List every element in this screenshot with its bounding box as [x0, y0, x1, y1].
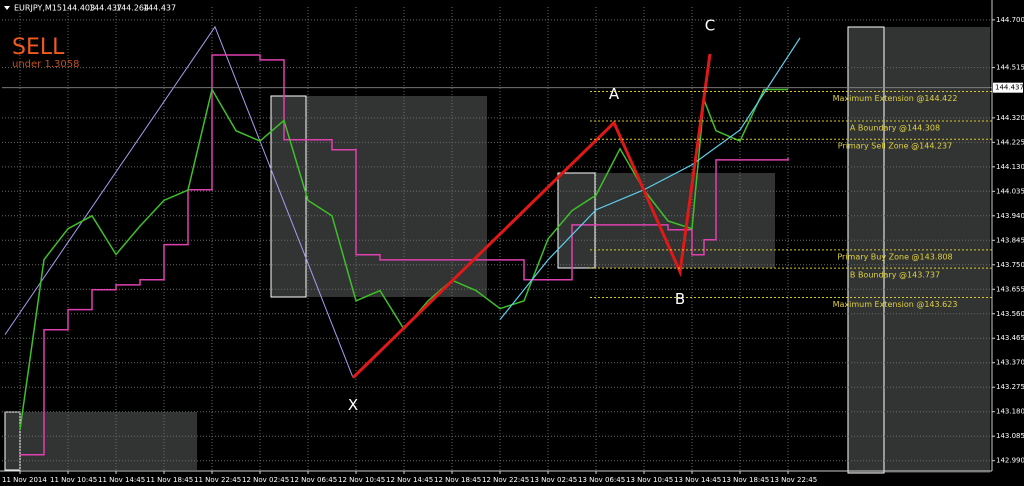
zone-edge: [270, 95, 307, 298]
x-tick-label: 12 Nov 14:45: [386, 476, 433, 484]
level-label: Maximum Extension @144.422: [833, 94, 958, 103]
y-tick-label: 143.845: [996, 236, 1024, 244]
x-tick-label: 13 Nov 10:45: [626, 476, 673, 484]
x-tick-label: 11 Nov 10:45: [50, 476, 97, 484]
level-label: Maximum Extension @143.623: [833, 300, 958, 309]
y-tick-label: 143.180: [996, 408, 1024, 416]
bid-label: 144.437: [995, 84, 1024, 92]
y-tick-label: 142.990: [996, 457, 1024, 465]
x-tick-label: 11 Nov 2014: [2, 476, 47, 484]
x-tick-label: 11 Nov 14:45: [98, 476, 145, 484]
level-label: B Boundary @143.737: [850, 271, 940, 280]
y-tick-label: 143.370: [996, 359, 1024, 367]
y-tick-label: 143.655: [996, 285, 1024, 293]
x-tick-label: 13 Nov 14:45: [674, 476, 721, 484]
zone-edge: [4, 411, 21, 471]
pattern-line: [351, 53, 712, 379]
symbol: EURJPY,M15: [14, 4, 62, 13]
y-tick-label: 143.275: [996, 383, 1024, 391]
x-tick-label: 13 Nov 18:45: [722, 476, 769, 484]
zone: [5, 412, 197, 470]
x-tick-label: 12 Nov 06:45: [290, 476, 337, 484]
y-tick-label: 143.465: [996, 334, 1024, 342]
x-tick-label: 11 Nov 22:45: [194, 476, 241, 484]
zone: [271, 96, 487, 297]
x-tick-label: 13 Nov 22:45: [770, 476, 817, 484]
signal: SELL: [12, 35, 65, 60]
pattern-label: C: [705, 16, 715, 34]
ohlc: 144.403: [62, 4, 95, 13]
y-tick-label: 144.700: [996, 16, 1024, 24]
signal-note: under 1.3058: [12, 59, 79, 70]
pattern-label: A: [609, 85, 620, 103]
y-tick-label: 143.940: [996, 212, 1024, 220]
y-tick-label: 144.225: [996, 138, 1024, 146]
y-tick-label: 143.750: [996, 261, 1024, 269]
y-tick-label: 144.515: [996, 64, 1024, 72]
y-tick-label: 143.085: [996, 432, 1024, 440]
pattern-label: X: [348, 396, 358, 414]
level-label: Primary Buy Zone @143.808: [837, 252, 952, 261]
bid-box: [993, 82, 1023, 93]
pattern-label: B: [675, 290, 685, 308]
zone: [558, 173, 775, 268]
trail-line: [20, 54, 789, 456]
x-tick-label: 11 Nov 18:45: [146, 476, 193, 484]
x-tick-label: 12 Nov 22:45: [482, 476, 529, 484]
x-tick-label: 12 Nov 10:45: [338, 476, 385, 484]
ohlc: 144.264: [116, 4, 149, 13]
level-label: A Boundary @144.308: [850, 123, 940, 132]
y-tick-label: 144.035: [996, 187, 1024, 195]
level-label: Primary Sell Zone @144.237: [838, 142, 952, 151]
zone-edge: [557, 172, 596, 269]
y-tick-label: 143.560: [996, 310, 1024, 318]
x-tick-label: 13 Nov 06:45: [578, 476, 625, 484]
y-tick-label: 144.320: [996, 114, 1024, 122]
y-tick-label: 144.130: [996, 163, 1024, 171]
ohlc: 144.437: [143, 4, 176, 13]
ohlc: 144.437: [89, 4, 122, 13]
marks: [2, 25, 992, 456]
x-tick-label: 12 Nov 18:45: [434, 476, 481, 484]
x-tick-label: 12 Nov 02:45: [242, 476, 289, 484]
menu-arrow: [4, 6, 10, 10]
x-tick-label: 13 Nov 02:45: [530, 476, 577, 484]
swing-line: [4, 25, 354, 378]
